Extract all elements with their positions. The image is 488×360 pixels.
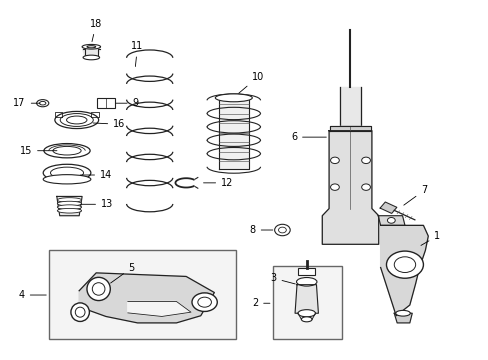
Bar [97,98,115,108]
Text: 4: 4 [19,290,46,300]
Ellipse shape [44,144,90,158]
Polygon shape [322,131,378,244]
Polygon shape [329,126,370,131]
Ellipse shape [66,116,87,124]
Ellipse shape [60,113,93,126]
Circle shape [386,217,394,223]
Ellipse shape [82,44,101,49]
Ellipse shape [87,277,110,301]
Text: 17: 17 [13,98,40,108]
Polygon shape [127,301,191,316]
Text: 3: 3 [270,273,295,284]
Circle shape [386,251,423,278]
Circle shape [330,157,339,163]
Polygon shape [379,202,396,213]
Polygon shape [91,112,99,117]
Circle shape [330,184,339,190]
Ellipse shape [40,102,46,105]
Ellipse shape [55,111,99,129]
Polygon shape [339,87,361,126]
Text: 11: 11 [131,41,143,67]
Polygon shape [294,285,318,313]
Polygon shape [380,225,427,316]
Ellipse shape [301,317,311,322]
Ellipse shape [57,198,81,202]
Bar [49,250,236,339]
Ellipse shape [215,94,252,102]
Circle shape [361,184,370,190]
Text: 9: 9 [116,98,139,108]
Text: 2: 2 [251,298,269,308]
Ellipse shape [87,46,96,48]
Ellipse shape [92,283,105,295]
Ellipse shape [83,55,100,60]
Text: 15: 15 [20,146,57,156]
Bar [297,267,315,275]
Ellipse shape [71,303,89,321]
Text: 5: 5 [110,263,135,283]
Ellipse shape [297,310,315,317]
Bar [272,266,341,339]
Circle shape [361,157,370,163]
Ellipse shape [395,310,409,316]
Ellipse shape [57,205,81,210]
Ellipse shape [50,167,83,179]
Circle shape [192,293,217,311]
Circle shape [198,297,211,307]
Text: 13: 13 [81,199,113,209]
Circle shape [274,224,289,236]
Text: 7: 7 [403,185,427,205]
Polygon shape [79,273,214,323]
Ellipse shape [53,147,81,155]
Polygon shape [57,197,82,216]
Polygon shape [55,112,62,117]
Ellipse shape [43,175,91,184]
Polygon shape [393,313,411,323]
Ellipse shape [43,164,91,181]
Polygon shape [377,216,404,225]
Circle shape [393,257,415,273]
Text: 6: 6 [290,132,325,142]
Polygon shape [218,98,248,169]
Ellipse shape [296,278,316,286]
Ellipse shape [37,100,49,107]
Text: 8: 8 [249,225,272,235]
Polygon shape [82,49,100,57]
Ellipse shape [75,307,85,317]
Text: 16: 16 [93,119,125,129]
Text: 18: 18 [90,19,102,41]
Text: 1: 1 [420,231,439,246]
Text: 14: 14 [81,170,112,180]
Text: 12: 12 [203,178,233,188]
Text: 10: 10 [238,72,264,93]
Ellipse shape [57,208,81,213]
Ellipse shape [57,201,81,206]
Circle shape [278,227,286,233]
